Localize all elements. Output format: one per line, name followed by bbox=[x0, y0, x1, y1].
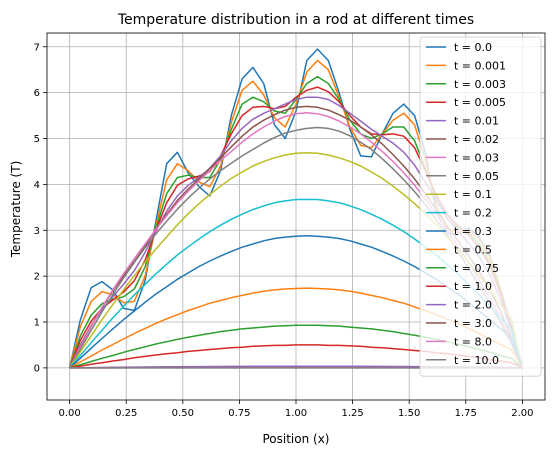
y-tick-label: 3 bbox=[34, 226, 40, 237]
chart-title: Temperature distribution in a rod at dif… bbox=[117, 12, 474, 28]
x-axis-label: Position (x) bbox=[262, 432, 329, 446]
legend-label: t = 8.0 bbox=[454, 335, 492, 348]
legend-label: t = 0.01 bbox=[454, 115, 499, 128]
x-tick-label: 1.75 bbox=[455, 408, 477, 419]
legend-label: t = 0.005 bbox=[454, 96, 506, 109]
y-tick-label: 6 bbox=[34, 88, 40, 99]
y-tick-label: 0 bbox=[34, 363, 40, 374]
x-tick-label: 0.75 bbox=[228, 408, 250, 419]
legend-label: t = 0.0 bbox=[454, 41, 492, 54]
x-tick-label: 0.50 bbox=[172, 408, 194, 419]
legend-label: t = 0.1 bbox=[454, 188, 492, 201]
y-axis-label: Temperature (T) bbox=[9, 161, 23, 259]
legend-label: t = 0.3 bbox=[454, 225, 492, 238]
x-tick-label: 1.00 bbox=[285, 408, 307, 419]
legend-label: t = 0.001 bbox=[454, 59, 506, 72]
legend-label: t = 0.03 bbox=[454, 151, 499, 164]
legend-label: t = 0.5 bbox=[454, 243, 492, 256]
legend-label: t = 0.003 bbox=[454, 78, 506, 91]
legend-label: t = 0.05 bbox=[454, 170, 499, 183]
x-tick-label: 0.00 bbox=[59, 408, 81, 419]
y-tick-label: 5 bbox=[34, 134, 40, 145]
legend-label: t = 0.02 bbox=[454, 133, 499, 146]
legend-label: t = 10.0 bbox=[454, 354, 499, 367]
x-tick-label: 1.50 bbox=[398, 408, 420, 419]
legend: t = 0.0 t = 0.001 t = 0.003 t = 0.005 t = 0.… bbox=[419, 36, 542, 377]
x-tick-label: 1.25 bbox=[341, 408, 363, 419]
y-tick-label: 7 bbox=[34, 42, 40, 53]
legend-box bbox=[419, 36, 542, 377]
legend-label: t = 2.0 bbox=[454, 299, 492, 312]
legend-label: t = 3.0 bbox=[454, 317, 492, 330]
y-tick-label: 2 bbox=[34, 272, 40, 283]
y-tick-label: 4 bbox=[34, 180, 40, 191]
y-tick-label: 1 bbox=[34, 318, 40, 329]
axis-ticks: 0.00 0.25 0.50 0.75 1.00 1.25 1.50 1.75 2.00 0 1 2 3… bbox=[34, 42, 534, 419]
legend-label: t = 1.0 bbox=[454, 280, 492, 293]
legend-label: t = 0.2 bbox=[454, 207, 492, 220]
legend-label: t = 0.75 bbox=[454, 262, 499, 275]
x-tick-label: 0.25 bbox=[115, 408, 137, 419]
x-tick-label: 2.00 bbox=[511, 408, 533, 419]
